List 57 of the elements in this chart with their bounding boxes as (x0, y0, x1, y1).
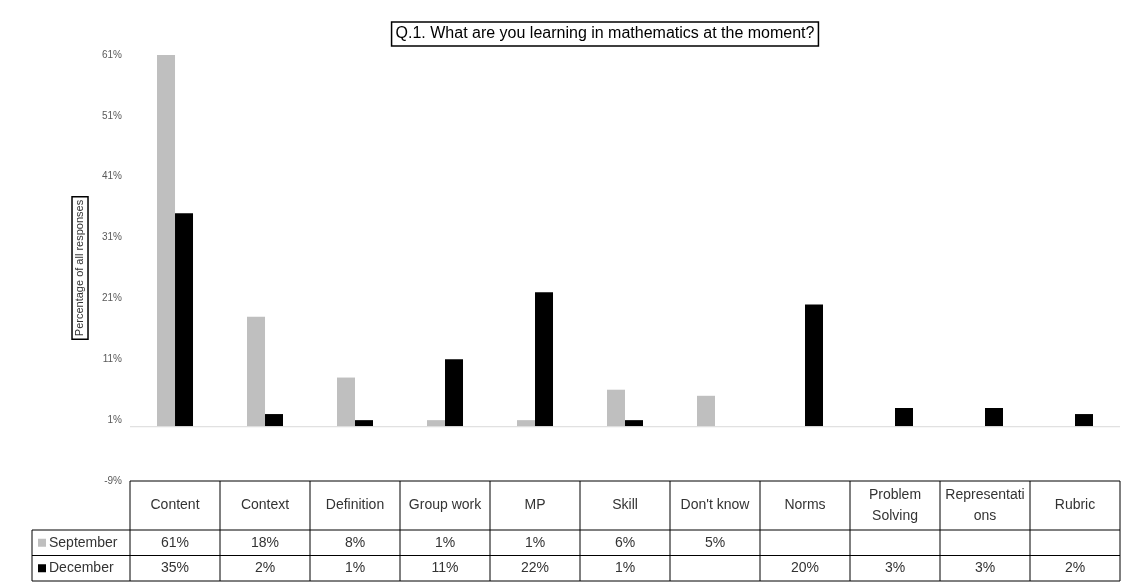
y-tick-label: 41% (102, 170, 123, 182)
bar (337, 377, 356, 427)
x-tick-label: Definition (325, 496, 385, 513)
y-tick-label: 21% (102, 292, 123, 304)
x-tick-label: Problem Solving (868, 485, 922, 523)
x-tick-label: Group work (408, 496, 483, 513)
x-tick-label: Skill (612, 496, 638, 513)
x-tick-label: Don't know (680, 496, 751, 513)
data-label: 1% (614, 559, 636, 576)
data-label: 20% (790, 559, 820, 576)
data-label: 3% (884, 559, 906, 576)
y-axis-title: Percentage of all responses (73, 199, 86, 337)
data-label: 61% (161, 533, 190, 550)
y-tick-label: 61% (102, 48, 123, 60)
bar (895, 407, 913, 427)
bar (175, 213, 194, 427)
data-label: 1% (524, 533, 546, 550)
bar (985, 407, 1003, 427)
y-tick-label: 51% (102, 109, 123, 121)
data-label: 2% (254, 559, 276, 576)
y-tick-label: 31% (102, 231, 123, 243)
bar (697, 395, 716, 427)
y-tick-label: 1% (107, 413, 123, 425)
x-tick-label: Rubric (1054, 496, 1096, 513)
data-label: 22% (520, 559, 550, 576)
data-label: 8% (344, 533, 366, 550)
bar (157, 55, 176, 427)
bar (265, 414, 284, 427)
legend-label: December (49, 559, 114, 576)
bar (427, 420, 446, 427)
bar (535, 292, 554, 427)
data-label: 6% (614, 533, 636, 550)
data-label: 18% (251, 533, 280, 550)
data-label: 2% (1064, 559, 1086, 576)
data-label: 3% (974, 559, 996, 576)
legend-label: September (49, 533, 118, 550)
y-tick-label: -9% (104, 474, 123, 486)
x-tick-label: MP (524, 496, 546, 513)
bar (517, 420, 536, 427)
bar (247, 316, 266, 427)
bar (625, 420, 644, 427)
bar (1075, 414, 1093, 427)
data-label: 5% (704, 533, 726, 550)
bar (355, 420, 374, 427)
x-tick-label: Representations (945, 485, 1025, 523)
x-tick-label: Context (240, 496, 290, 513)
data-label: 1% (434, 533, 456, 550)
x-tick-label: Content (150, 496, 200, 513)
y-tick-label: 11% (102, 353, 123, 365)
bar (445, 359, 464, 427)
bar (805, 304, 823, 427)
bar (607, 389, 626, 427)
data-label: 11% (431, 559, 459, 576)
data-label: 35% (161, 559, 190, 576)
data-label: 1% (344, 559, 366, 576)
x-tick-label: Norms (784, 496, 826, 513)
chart-title: Q.1. What are you learning in mathematics at the moment? (395, 24, 815, 42)
